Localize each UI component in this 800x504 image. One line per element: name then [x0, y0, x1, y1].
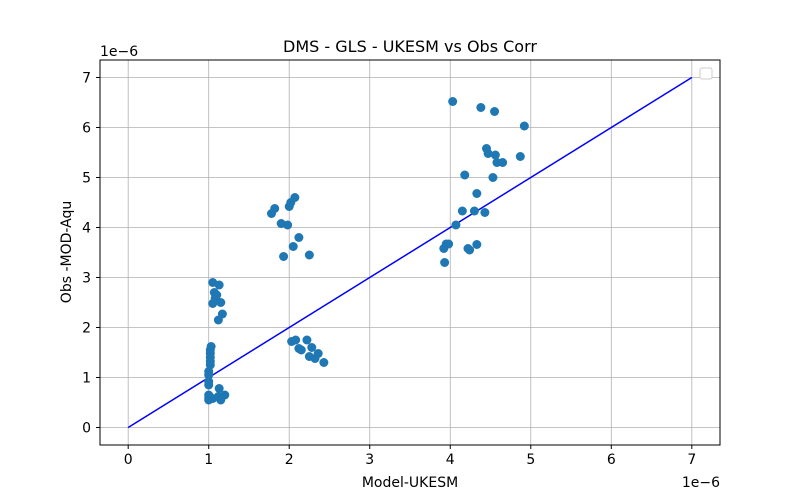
- data-point: [307, 343, 317, 352]
- data-point: [214, 384, 224, 393]
- x-tick-label: 0: [124, 452, 133, 468]
- data-point: [488, 173, 498, 182]
- y-tick-label: 6: [82, 121, 91, 137]
- x-tick-label: 3: [365, 452, 374, 468]
- data-point: [212, 290, 222, 300]
- data-point: [472, 189, 482, 198]
- data-point: [214, 280, 224, 290]
- x-tick-label: 7: [687, 452, 696, 468]
- y-tick-label: 7: [82, 71, 91, 87]
- x-tick-label: 2: [285, 452, 294, 468]
- x-tick-label: 4: [446, 452, 455, 468]
- data-point: [206, 342, 216, 351]
- data-point: [469, 206, 479, 216]
- data-point: [472, 240, 482, 249]
- data-point: [279, 252, 289, 261]
- data-point: [216, 298, 226, 307]
- data-point: [220, 390, 230, 400]
- data-point: [440, 258, 450, 267]
- data-point: [451, 220, 461, 230]
- x-axis-label: Model-UKESM: [362, 475, 458, 491]
- y-tick-label: 4: [82, 221, 91, 237]
- data-point: [291, 335, 301, 345]
- x-axis-offset-label: 1e−6: [682, 475, 720, 491]
- data-point: [283, 220, 293, 230]
- data-point: [465, 245, 475, 255]
- y-axis-label: Obs -MOD-Aqu: [59, 201, 75, 303]
- data-point: [490, 107, 500, 116]
- data-point: [270, 204, 280, 213]
- data-point: [498, 158, 508, 167]
- data-point: [294, 233, 304, 242]
- x-tick-label: 6: [607, 452, 616, 468]
- data-point: [519, 121, 529, 131]
- data-point: [304, 250, 314, 260]
- data-point: [457, 206, 467, 216]
- data-point: [444, 239, 454, 249]
- y-axis-offset-label: 1e−6: [100, 44, 138, 60]
- grid-lines: [100, 60, 720, 445]
- x-tick-label: 1: [204, 452, 213, 468]
- reference-line-layer: [127, 76, 693, 429]
- data-point: [460, 170, 470, 180]
- plot-frame: [99, 59, 721, 446]
- reference-line: [127, 76, 693, 429]
- data-point: [448, 97, 458, 106]
- data-point: [476, 103, 486, 112]
- data-point: [480, 208, 490, 217]
- data-point: [204, 377, 214, 386]
- data-point: [490, 150, 500, 160]
- y-tick-label: 5: [82, 171, 91, 187]
- data-point: [515, 152, 525, 161]
- data-point: [319, 358, 329, 367]
- data-point: [313, 349, 323, 358]
- data-point: [302, 335, 312, 345]
- data-point: [483, 149, 493, 158]
- x-tick-label: 5: [526, 452, 535, 468]
- chart-title: DMS - GLS - UKESM vs Obs Corr: [283, 37, 537, 56]
- data-point: [288, 242, 298, 251]
- y-tick-label: 2: [82, 321, 91, 337]
- data-point: [290, 193, 300, 202]
- data-point: [296, 345, 306, 355]
- y-tick-label: 3: [82, 271, 91, 287]
- y-tick-label: 1: [82, 371, 91, 387]
- data-points: [204, 97, 529, 405]
- axis-ticks: 0 1 2 3 4 5 6 7 0 1 2 3 4 5 6 7: [82, 71, 696, 469]
- data-point: [217, 309, 227, 319]
- y-tick-label: 0: [82, 421, 91, 437]
- legend-box: [699, 67, 713, 80]
